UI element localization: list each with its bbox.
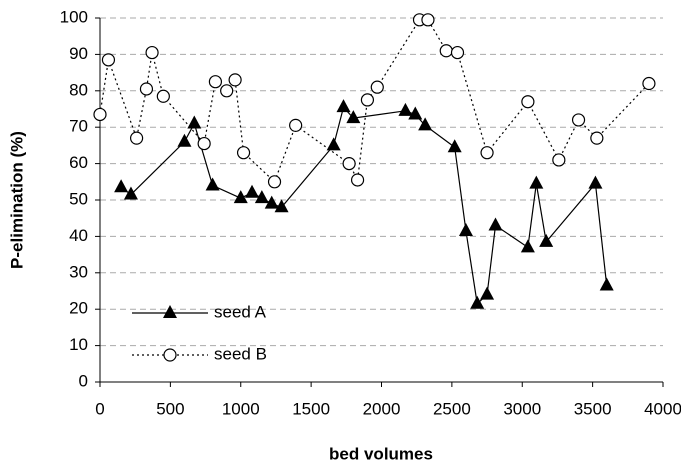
- data-point: [289, 118, 303, 132]
- series-line: [99, 19, 650, 183]
- x-axis-title: bed volumes: [329, 444, 433, 463]
- data-point: [177, 133, 192, 147]
- data-point: [236, 146, 251, 160]
- data-point: [93, 107, 107, 122]
- data-point: [480, 286, 495, 300]
- x-tick-label: 1000: [222, 399, 260, 418]
- data-point: [539, 233, 554, 247]
- data-point: [197, 136, 211, 151]
- data-point: [360, 93, 375, 107]
- y-tick-label: 0: [79, 371, 88, 390]
- y-tick-label: 100: [60, 7, 88, 26]
- x-tick-label: 1500: [292, 399, 330, 418]
- data-point: [145, 45, 159, 60]
- data-point: [336, 99, 351, 113]
- data-point: [398, 102, 413, 116]
- data-point: [205, 177, 220, 191]
- data-point: [254, 190, 269, 204]
- legend-label: seed A: [214, 302, 267, 321]
- data-point: [488, 217, 503, 231]
- data-point: [228, 73, 242, 87]
- x-tick-label: 2500: [433, 399, 471, 418]
- data-point: [642, 76, 656, 91]
- data-point: [129, 131, 144, 145]
- data-point: [590, 131, 604, 145]
- data-point: [450, 45, 465, 60]
- data-point: [421, 13, 435, 27]
- data-point: [571, 113, 586, 127]
- data-point: [346, 110, 361, 124]
- data-point: [552, 153, 566, 167]
- data-point: [156, 89, 170, 103]
- data-point: [101, 53, 116, 67]
- data-point: [599, 277, 614, 291]
- data-point: [245, 184, 260, 198]
- data-point: [342, 157, 356, 171]
- x-tick-label: 0: [95, 399, 104, 418]
- x-tick-label: 2000: [363, 399, 401, 418]
- data-point: [139, 82, 154, 96]
- y-tick-label: 90: [69, 44, 88, 63]
- data-point: [439, 44, 453, 58]
- data-point: [208, 75, 223, 89]
- data-point: [187, 115, 202, 129]
- series-line: [120, 105, 608, 305]
- y-tick-label: 80: [69, 80, 88, 99]
- x-tick-label: 3000: [503, 399, 541, 418]
- data-point: [470, 295, 485, 309]
- data-point: [326, 137, 341, 151]
- legend-marker: [163, 348, 177, 362]
- data-point: [350, 173, 365, 187]
- data-point: [529, 175, 544, 189]
- data-point: [447, 139, 462, 153]
- y-tick-label: 40: [69, 226, 88, 245]
- y-tick-label: 20: [69, 299, 88, 318]
- legend-label: seed B: [214, 344, 267, 363]
- y-tick-label: 70: [69, 117, 88, 136]
- y-tick-label: 30: [69, 262, 88, 281]
- y-axis-title: P-elimination (%): [7, 131, 26, 269]
- data-point: [588, 175, 603, 189]
- data-point: [408, 106, 423, 120]
- data-point: [264, 195, 279, 209]
- y-tick-label: 50: [69, 189, 88, 208]
- data-point: [520, 239, 535, 253]
- x-tick-label: 3500: [574, 399, 612, 418]
- data-point: [480, 146, 494, 160]
- data-point: [274, 199, 289, 213]
- legend-marker: [163, 305, 177, 318]
- x-tick-label: 500: [156, 399, 184, 418]
- data-point: [418, 117, 433, 131]
- data-point: [233, 190, 248, 204]
- data-point: [370, 80, 384, 94]
- data-point: [458, 222, 473, 236]
- data-point: [123, 186, 138, 200]
- x-tick-label: 4000: [644, 399, 681, 418]
- data-point: [267, 175, 282, 189]
- y-tick-label: 60: [69, 153, 88, 172]
- data-point: [521, 95, 535, 109]
- data-point: [220, 84, 234, 98]
- y-tick-label: 10: [69, 335, 88, 354]
- data-point: [114, 179, 129, 193]
